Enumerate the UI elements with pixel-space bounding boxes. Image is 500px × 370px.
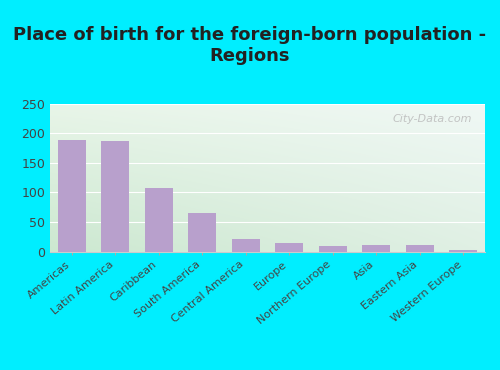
Bar (406, 245, 434, 252)
Bar (275, 243, 304, 252)
Bar (58, 140, 86, 252)
Bar (318, 246, 347, 252)
Bar (362, 245, 390, 252)
Bar (144, 188, 173, 252)
Bar (101, 141, 130, 252)
Text: City-Data.com: City-Data.com (392, 114, 472, 124)
Bar (449, 250, 478, 252)
Bar (232, 239, 260, 252)
Text: Place of birth for the foreign-born population -
Regions: Place of birth for the foreign-born popu… (14, 26, 486, 65)
Bar (188, 213, 216, 252)
